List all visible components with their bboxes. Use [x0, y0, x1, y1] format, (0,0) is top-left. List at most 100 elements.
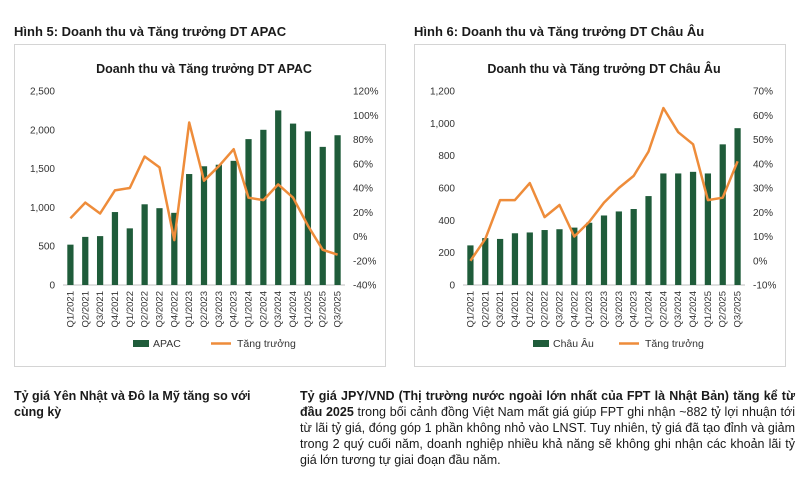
apac-x-tick-label: Q4/2024: [288, 291, 299, 327]
europe-bar: [704, 173, 712, 285]
apac-y-left-tick: 0: [49, 281, 55, 292]
apac-x-tick-label: Q1/2021: [65, 291, 76, 327]
apac-bar: [141, 204, 148, 285]
europe-bar: [719, 144, 726, 285]
europe-bar: [586, 222, 593, 285]
apac-x-tick-label: Q2/2021: [80, 291, 91, 327]
europe-bar: [689, 171, 697, 285]
apac-bar: [126, 228, 133, 285]
europe-bar: [541, 230, 548, 285]
apac-x-tick-label: Q3/2025: [333, 291, 344, 327]
apac-x-tick-label: Q3/2023: [214, 291, 225, 327]
europe-x-tick-label: Q2/2021: [480, 291, 491, 327]
apac-chart-svg: Doanh thu và Tăng trưởng DT APAC 0 500 1,00…: [30, 62, 379, 350]
apac-x-tick-label: Q2/2025: [318, 291, 329, 327]
figure-6-caption: Hình 6: Doanh thu và Tăng trưởng DT Châu…: [414, 24, 705, 39]
europe-bar: [526, 232, 533, 285]
europe-x-tick-label: Q4/2024: [688, 291, 699, 327]
apac-y-right-tick: 60%: [353, 159, 373, 170]
europe-y-right-tick: 30%: [753, 184, 773, 195]
europe-y-right-tick: 40%: [753, 159, 773, 170]
apac-y-left-tick: 2,000: [30, 125, 55, 136]
apac-bar: [186, 174, 193, 285]
apac-x-tick-label: Q3/2021: [95, 291, 106, 327]
apac-bar: [260, 129, 267, 285]
europe-y-right-tick: 20%: [753, 208, 773, 219]
commentary-body: Tỷ giá JPY/VND (Thị trường nước ngoài lớ…: [300, 388, 795, 468]
europe-bar: [660, 173, 667, 285]
apac-y-right-tick: 20%: [353, 208, 373, 219]
apac-y-left-tick: 1,500: [30, 164, 55, 175]
europe-y-right-tick: 10%: [753, 232, 773, 243]
apac-legend-bar-label: APAC: [153, 338, 181, 350]
apac-bar: [275, 110, 282, 286]
apac-bar: [171, 212, 178, 285]
apac-x-tick-label: Q2/2023: [199, 291, 210, 327]
apac-bar: [304, 131, 312, 285]
europe-x-tick-label: Q2/2024: [658, 291, 669, 327]
apac-bar: [319, 146, 326, 285]
europe-x-tick-label: Q3/2024: [673, 291, 684, 327]
europe-y-left-tick: 1,000: [430, 119, 455, 130]
europe-growth-line: [469, 106, 739, 262]
europe-y-left-tick: 400: [438, 216, 455, 227]
europe-y-left-tick: 600: [438, 184, 455, 195]
apac-x-tick-label: Q3/2024: [273, 291, 284, 327]
europe-x-tick-label: Q1/2025: [703, 291, 714, 327]
europe-y-right-tick: 60%: [753, 111, 773, 122]
apac-y-right-tick: 0%: [353, 232, 368, 243]
europe-x-tick-label: Q1/2023: [584, 291, 595, 327]
apac-x-tick-label: Q1/2022: [125, 291, 136, 327]
apac-y-right-tick: 100%: [353, 111, 379, 122]
europe-y-left-tick: 200: [438, 248, 455, 259]
europe-bar: [615, 211, 622, 285]
apac-y-right-tick: -40%: [353, 281, 376, 292]
apac-legend-bar-swatch: [133, 340, 149, 347]
europe-bar: [496, 238, 504, 285]
europe-x-tick-label: Q4/2023: [629, 291, 640, 327]
apac-x-tick-label: Q3/2022: [154, 291, 165, 327]
europe-chart: Doanh thu và Tăng trưởng DT Châu Âu 0 200 4…: [414, 44, 786, 367]
apac-x-tick-label: Q2/2022: [140, 291, 151, 327]
apac-x-tick-label: Q1/2024: [244, 291, 255, 327]
apac-bar: [96, 236, 104, 285]
europe-x-tick-label: Q3/2023: [614, 291, 625, 327]
apac-bar: [334, 135, 341, 285]
europe-bar: [630, 209, 637, 285]
commentary-heading: Tỷ giá Yên Nhật và Đô la Mỹ tăng so với …: [14, 389, 251, 419]
europe-legend-bar-label: Châu Âu: [553, 337, 594, 350]
apac-x-tick-label: Q4/2022: [169, 291, 180, 327]
europe-y-left-tick: 800: [438, 151, 455, 162]
europe-y-right-tick: -10%: [753, 281, 776, 292]
europe-legend-line-label: Tăng trưởng: [645, 338, 704, 350]
europe-chart-svg: Doanh thu và Tăng trưởng DT Châu Âu 0 200 4…: [430, 61, 776, 350]
apac-bar: [215, 164, 222, 285]
apac-bar: [82, 236, 89, 285]
apac-bar: [67, 244, 74, 285]
apac-chart: Doanh thu và Tăng trưởng DT APAC 0 500 1,00…: [14, 44, 386, 367]
europe-bar: [482, 238, 489, 285]
europe-x-tick-label: Q2/2023: [599, 291, 610, 327]
apac-legend-line-label: Tăng trưởng: [237, 338, 296, 350]
commentary-body-bold: Tỷ giá JPY/VND (Thị trường nước ngoài lớ…: [300, 389, 795, 419]
europe-bar: [600, 215, 608, 285]
apac-x-tick-label: Q4/2023: [229, 291, 240, 327]
apac-y-left-tick: 500: [38, 242, 55, 253]
europe-y-left-tick: 1,200: [430, 87, 455, 98]
apac-x-tick-label: Q1/2025: [303, 291, 314, 327]
europe-x-tick-label: Q3/2022: [554, 291, 565, 327]
apac-chart-title: Doanh thu và Tăng trưởng DT APAC: [96, 62, 312, 76]
apac-y-left-tick: 1,000: [30, 203, 55, 214]
europe-x-tick-label: Q4/2021: [510, 291, 521, 327]
europe-legend-bar-swatch: [533, 340, 549, 347]
europe-bar: [734, 128, 741, 285]
europe-x-tick-label: Q2/2025: [718, 291, 729, 327]
europe-x-tick-label: Q1/2022: [525, 291, 536, 327]
europe-bar: [467, 245, 474, 285]
europe-x-tick-label: Q1/2024: [644, 291, 655, 327]
europe-x-tick-label: Q1/2021: [465, 291, 476, 327]
europe-x-tick-label: Q3/2025: [733, 291, 744, 327]
apac-y-left-tick: 2,500: [30, 87, 55, 98]
apac-bar: [245, 139, 252, 285]
europe-bar: [556, 229, 563, 285]
